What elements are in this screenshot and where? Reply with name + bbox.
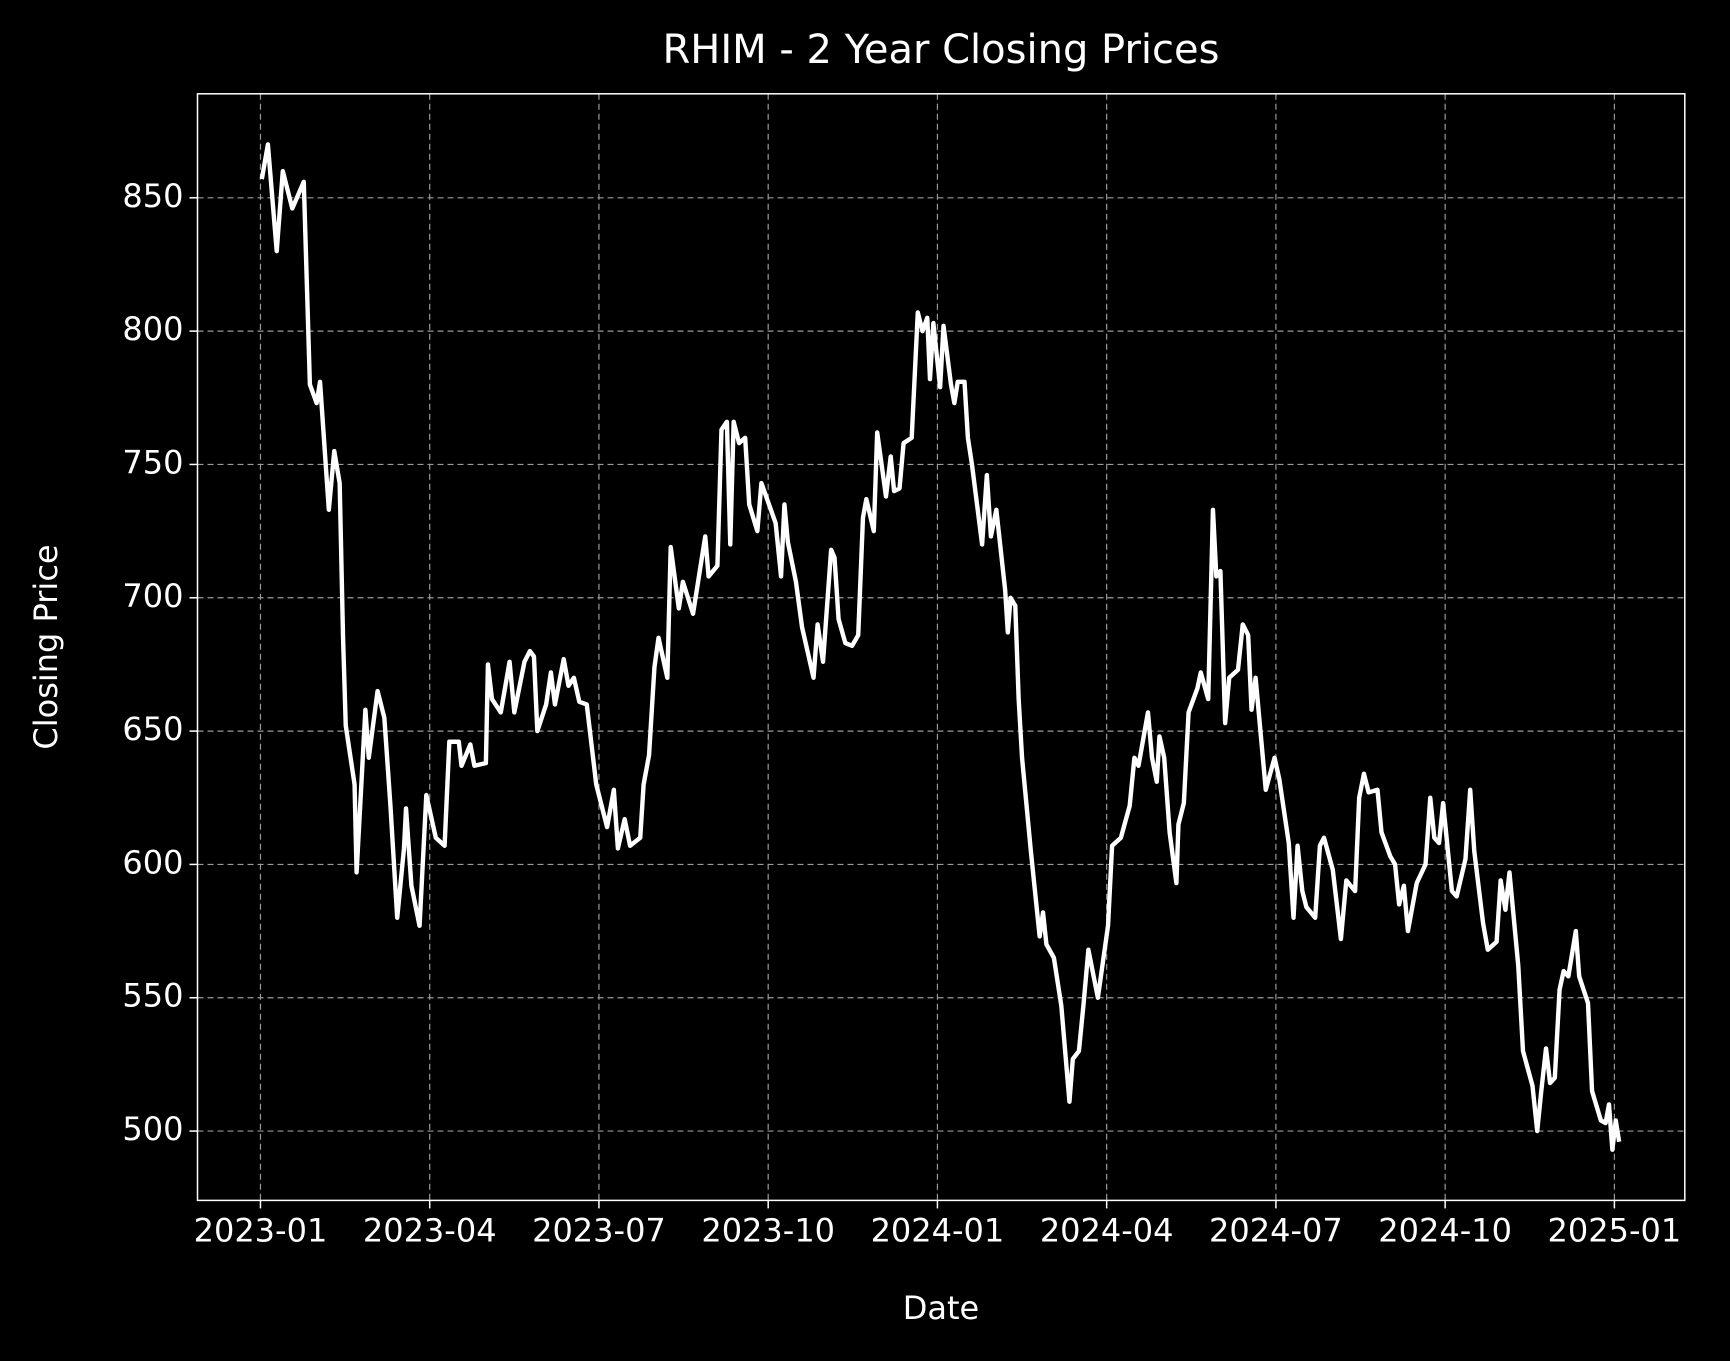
y-tick-label: 550	[122, 977, 183, 1015]
x-tick-label: 2023-01	[194, 1211, 328, 1249]
y-tick-label: 600	[122, 843, 183, 881]
price-line	[259, 142, 1622, 1152]
y-tick-label: 800	[122, 310, 183, 348]
x-tick-label: 2025-01	[1548, 1211, 1682, 1249]
y-tick-label: 750	[122, 443, 183, 481]
x-tick-label: 2024-07	[1209, 1211, 1343, 1249]
y-axis-label: Closing Price	[27, 544, 65, 749]
x-tick-label: 2024-10	[1378, 1211, 1512, 1249]
y-tick-label: 500	[122, 1110, 183, 1148]
plot-frame	[196, 93, 1686, 1202]
x-tick-label: 2024-01	[871, 1211, 1005, 1249]
x-tick-label: 2023-04	[363, 1211, 497, 1249]
x-tick-label: 2024-04	[1040, 1211, 1174, 1249]
y-tick-label: 700	[122, 577, 183, 615]
y-tick-label: 650	[122, 710, 183, 748]
x-tick-label: 2023-10	[701, 1211, 835, 1249]
chart-title: RHIM - 2 Year Closing Prices	[663, 27, 1220, 73]
x-tick-label: 2023-07	[532, 1211, 666, 1249]
x-axis-label: Date	[903, 1289, 979, 1327]
y-tick-label: 850	[122, 177, 183, 215]
